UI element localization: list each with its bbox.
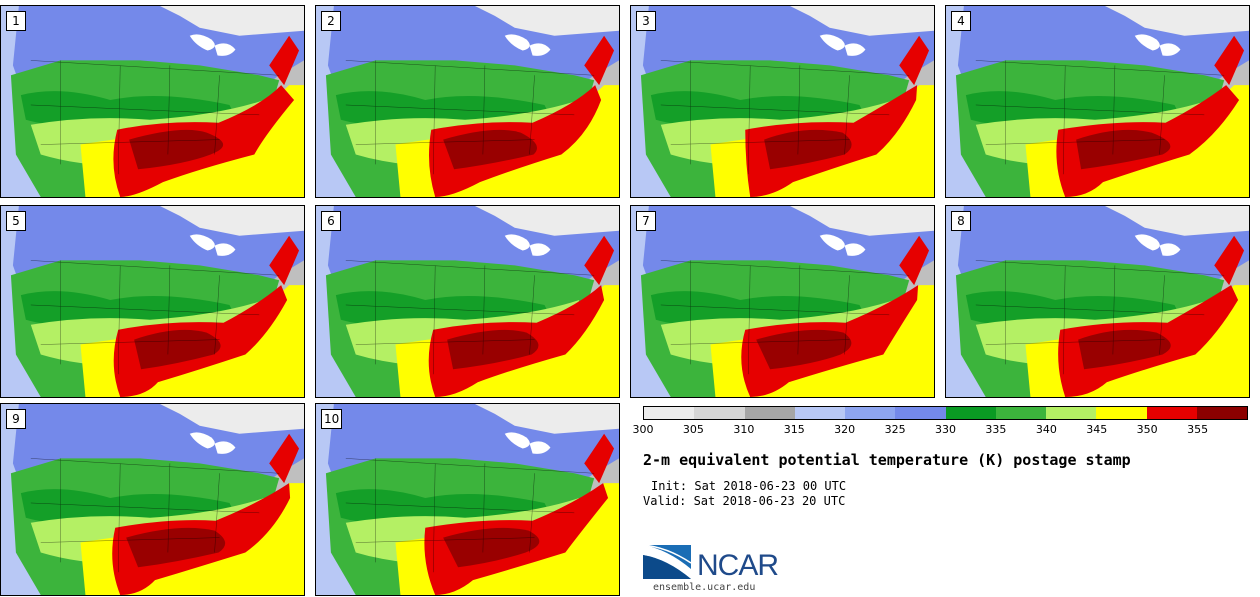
colorbar-tick-label: 340 — [1035, 423, 1057, 436]
member-number-label: 9 — [6, 409, 26, 429]
ensemble-member-panel: 10 — [315, 403, 620, 596]
valid-time: Valid: Sat 2018-06-23 20 UTC — [643, 494, 846, 508]
colorbar-tick-label: 320 — [834, 423, 856, 436]
ensemble-member-panel: 2 — [315, 5, 620, 198]
colorbar-tick-label: 345 — [1086, 423, 1108, 436]
colorbar-segment — [845, 407, 896, 419]
colorbar-tick-label: 325 — [884, 423, 906, 436]
colorbar-segment — [744, 407, 795, 419]
temperature-map — [1, 206, 304, 397]
member-number-label: 6 — [321, 211, 341, 231]
colorbar-segment — [1146, 407, 1197, 419]
member-number-label: 4 — [951, 11, 971, 31]
ensemble-member-panel: 3 — [630, 5, 935, 198]
colorbar-tick-label: 310 — [733, 423, 755, 436]
ensemble-member-panel: 4 — [945, 5, 1250, 198]
colorbar-segment — [895, 407, 946, 419]
colorbar-tick-label: 305 — [682, 423, 704, 436]
colorbar-segment — [1046, 407, 1097, 419]
member-number-label: 7 — [636, 211, 656, 231]
ensemble-member-panel: 8 — [945, 205, 1250, 398]
colorbar-segment — [694, 407, 745, 419]
temperature-map — [316, 206, 619, 397]
member-number-label: 1 — [6, 11, 26, 31]
ensemble-member-panel: 5 — [0, 205, 305, 398]
ncar-logo-icon — [643, 544, 692, 579]
temperature-map — [316, 404, 619, 595]
member-number-label: 2 — [321, 11, 341, 31]
colorbar-segment — [1096, 407, 1147, 419]
colorbar-tick-label: 355 — [1187, 423, 1209, 436]
colorbar-tick-label: 315 — [783, 423, 805, 436]
website-url: ensemble.ucar.edu — [653, 582, 756, 593]
colorbar-tick-label: 350 — [1136, 423, 1158, 436]
colorbar-tick-label: 335 — [985, 423, 1007, 436]
temperature-map — [1, 6, 304, 197]
colorbar-segment — [794, 407, 845, 419]
colorbar-ticks: 300 305 310 315 320 325 330 335 340 345 350 355 — [633, 423, 1248, 437]
colorbar — [643, 406, 1248, 420]
figure-title: 2-m equivalent potential temperature (K)… — [643, 451, 1131, 469]
init-time: Init: Sat 2018-06-23 00 UTC — [651, 479, 847, 493]
temperature-map — [316, 6, 619, 197]
ncar-logo-text: NCAR — [697, 549, 779, 582]
colorbar-segment — [1196, 407, 1247, 419]
colorbar-segment — [995, 407, 1046, 419]
temperature-map — [1, 404, 304, 595]
member-number-label: 10 — [321, 409, 343, 429]
colorbar-tick-label: 300 — [632, 423, 654, 436]
ensemble-member-panel: 9 — [0, 403, 305, 596]
ensemble-member-panel: 1 — [0, 5, 305, 198]
member-number-label: 8 — [951, 211, 971, 231]
temperature-map — [631, 206, 934, 397]
colorbar-segment — [945, 407, 996, 419]
temperature-map — [946, 6, 1249, 197]
member-number-label: 3 — [636, 11, 656, 31]
member-number-label: 5 — [6, 211, 26, 231]
colorbar-tick-label: 330 — [935, 423, 956, 436]
ensemble-member-panel: 6 — [315, 205, 620, 398]
temperature-map — [946, 206, 1249, 397]
colorbar-segment — [644, 407, 695, 419]
ensemble-member-panel: 7 — [630, 205, 935, 398]
temperature-map — [631, 6, 934, 197]
